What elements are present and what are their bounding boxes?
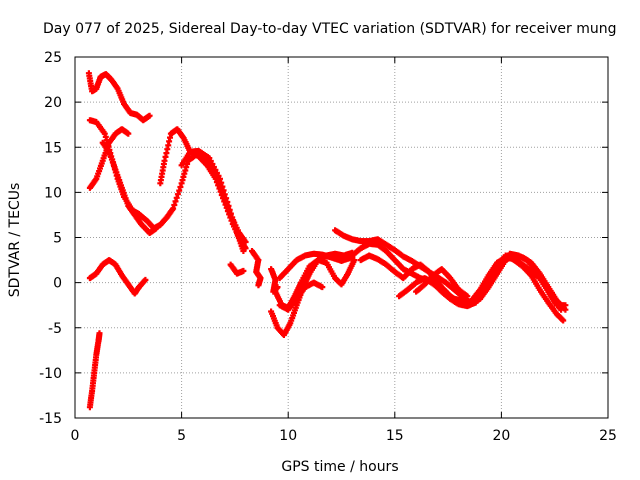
data-point	[230, 218, 237, 225]
data-point	[229, 214, 236, 221]
data-point	[227, 210, 234, 217]
x-tick-label: 0	[71, 428, 80, 444]
data-point	[171, 202, 178, 208]
series-track-g	[227, 261, 247, 277]
y-tick-label: 15	[44, 140, 62, 156]
data-point	[96, 330, 103, 337]
x-axis-label: GPS time / hours	[281, 459, 398, 475]
x-tick-label: 20	[492, 428, 510, 444]
data-point	[562, 302, 569, 309]
data-point	[177, 184, 184, 190]
y-tick-label: 20	[44, 95, 62, 111]
grid	[75, 57, 608, 418]
series-track-m	[276, 250, 356, 282]
series-track-f	[178, 147, 247, 254]
data-point	[225, 202, 232, 209]
y-axis-label: SDTVAR / TECUs	[7, 183, 23, 298]
series-track-j	[249, 248, 264, 289]
data-point	[224, 199, 231, 205]
x-tick-label: 10	[279, 428, 297, 444]
data-series	[85, 70, 569, 411]
data-point	[240, 267, 247, 274]
data-point	[146, 112, 153, 119]
chart-title: Day 077 of 2025, Sidereal Day-to-day VTE…	[43, 21, 617, 37]
y-tick-label: -5	[48, 321, 62, 337]
series-track-a	[85, 70, 153, 124]
series-track-i	[86, 330, 103, 411]
series-track-k	[268, 266, 281, 295]
data-point	[226, 206, 233, 213]
x-tick-label: 15	[386, 428, 404, 444]
data-point	[174, 191, 181, 198]
x-tick-label: 5	[177, 428, 186, 444]
series-track-s	[396, 250, 565, 313]
x-tick-label: 25	[599, 428, 617, 444]
data-point	[232, 226, 239, 233]
y-tick-label: 5	[53, 231, 62, 247]
data-point	[219, 183, 226, 190]
data-point	[176, 187, 183, 194]
data-point	[217, 175, 223, 182]
series-track-o	[276, 279, 326, 313]
series-track-d	[99, 139, 159, 236]
data-point	[153, 225, 159, 232]
series-track-h	[86, 257, 149, 297]
data-point	[351, 257, 358, 264]
y-tick-label: 10	[44, 185, 62, 201]
data-point	[558, 306, 565, 313]
data-point	[560, 317, 567, 324]
y-tick-label: -10	[39, 366, 62, 382]
data-point	[274, 284, 281, 291]
data-point	[125, 130, 132, 137]
y-tick-label: 0	[53, 276, 62, 292]
data-point	[221, 191, 228, 198]
y-tick-label: 25	[44, 50, 62, 66]
data-point	[231, 222, 238, 229]
axis-ticks: 0 5 10 15 20 25 -15 -10 -5 0 5 10 15 20 25	[39, 50, 617, 444]
data-point	[255, 282, 262, 289]
data-point	[173, 194, 180, 201]
data-point	[142, 276, 149, 283]
series-track-t	[413, 266, 471, 300]
data-point	[319, 284, 326, 291]
data-point	[170, 205, 177, 212]
data-point	[464, 293, 471, 300]
data-point	[240, 248, 247, 254]
data-point	[172, 198, 179, 205]
data-point	[218, 179, 225, 186]
data-point	[223, 195, 230, 202]
data-point	[220, 187, 227, 194]
y-tick-label: -15	[39, 411, 62, 427]
